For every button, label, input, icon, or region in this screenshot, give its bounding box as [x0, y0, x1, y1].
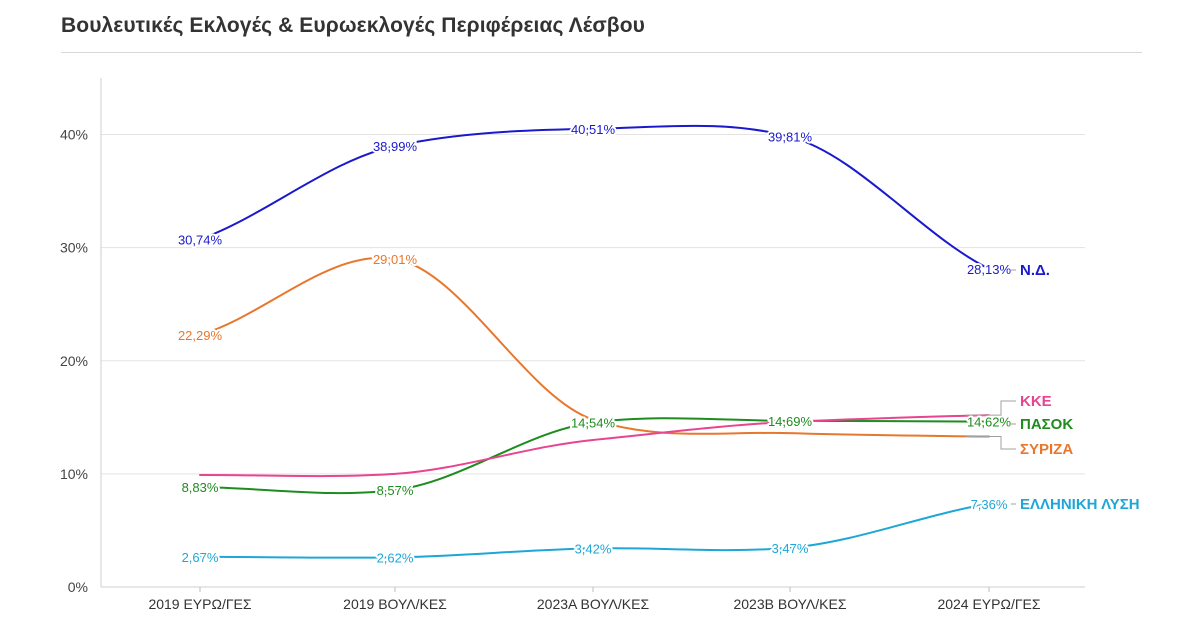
series-name-pasok: ΠΑΣΟΚ [1020, 416, 1073, 433]
data-label-halo: 38,99% [373, 139, 418, 154]
x-tick-label: 2023Α ΒΟΥΛ/ΚΕΣ [537, 596, 650, 612]
chart-title: Βουλευτικές Εκλογές & Ευρωεκλογές Περιφέ… [61, 14, 645, 37]
data-label-pasok: 8,57% [377, 483, 414, 498]
data-label-nd: 39,81% [768, 130, 813, 145]
x-tick-label: 2019 ΕΥΡΩ/ΓΕΣ [148, 596, 251, 612]
data-label-halo: 28,13% [967, 262, 1012, 277]
series-line-pasok [199, 417, 990, 495]
y-tick-label: 30% [60, 240, 88, 256]
data-label-elliniki-lysi: 2,62% [377, 550, 414, 565]
series-name-elliniki-lysi: ΕΛΛΗΝΙΚΗ ΛΥΣΗ [1020, 496, 1140, 513]
axes: 0% 10% 20% 30% 40% 2019 ΕΥΡΩ/ΓΕΣ 2019 ΒΟΥΛ/ΚΕΣ… [60, 78, 1085, 612]
series-name-syriza: ΣΥΡΙΖΑ [1020, 441, 1073, 458]
end-label-connector-kke [966, 400, 1016, 416]
data-label-nd: 28,13% [967, 262, 1012, 277]
data-label-nd: 38,99% [373, 139, 418, 154]
data-label-syriza: 29,01% [373, 252, 418, 267]
data-label-halo: 8,83% [182, 480, 219, 495]
y-tick-label: 0% [68, 579, 88, 595]
data-label-pasok: 14,62% [967, 415, 1012, 430]
data-label-halo: 22,29% [178, 328, 223, 343]
series-line-syriza [199, 256, 990, 438]
data-label-halo: 14,54% [571, 416, 616, 431]
series-name-nd: Ν.Δ. [1020, 262, 1050, 279]
y-tick-label: 20% [60, 353, 88, 369]
y-tick-label: 10% [60, 466, 88, 482]
data-label-elliniki-lysi: 2,67% [182, 550, 219, 565]
data-label-elliniki-lysi: 7,36% [971, 497, 1008, 512]
data-label-nd: 40,51% [571, 122, 616, 137]
data-label-elliniki-lysi: 3,42% [575, 541, 612, 556]
data-label-halo: 40,51% [571, 122, 616, 137]
data-label-halo: 3,47% [772, 541, 809, 556]
series-name-kke: ΚΚΕ [1020, 393, 1052, 410]
series-end-labels: Ν.Δ. ΣΥΡΙΖΑ ΠΑΣΟΚ ΚΚΕ ΕΛΛΗΝΙΚΗ ΛΥΣΗ [966, 262, 1140, 513]
data-label-halo: 7,36% [971, 497, 1008, 512]
x-tick-label: 2024 ΕΥΡΩ/ΓΕΣ [937, 596, 1040, 612]
data-labels: 30,74%30,74%38,99%38,99%40,51%40,51%39,8… [176, 120, 1014, 568]
x-tick-label: 2019 ΒΟΥΛ/ΚΕΣ [343, 596, 447, 612]
data-label-pasok: 8,83% [182, 480, 219, 495]
data-label-syriza: 22,29% [178, 328, 223, 343]
data-label-halo: 30,74% [178, 232, 223, 247]
data-label-halo: 14,69% [768, 414, 813, 429]
data-label-halo: 29,01% [373, 252, 418, 267]
gridlines [101, 134, 1085, 588]
series-lines [199, 124, 990, 559]
end-label-connector-syriza [966, 436, 1016, 450]
y-tick-label: 40% [60, 127, 88, 143]
data-label-halo: 14,62% [967, 415, 1012, 430]
data-label-halo: 3,42% [575, 541, 612, 556]
data-label-elliniki-lysi: 3,47% [772, 541, 809, 556]
data-label-pasok: 14,54% [571, 416, 616, 431]
series-line-kke [199, 414, 990, 478]
title-divider [61, 52, 1142, 53]
data-label-halo: 39,81% [768, 130, 813, 145]
data-label-pasok: 14,69% [768, 414, 813, 429]
series-line-nd [199, 124, 990, 270]
data-label-halo: 2,67% [182, 550, 219, 565]
x-tick-label: 2023Β ΒΟΥΛ/ΚΕΣ [733, 596, 846, 612]
series-line-elliniki-lysi [199, 502, 990, 559]
data-label-halo: 2,62% [377, 550, 414, 565]
data-label-nd: 30,74% [178, 232, 223, 247]
data-label-halo: 8,57% [377, 483, 414, 498]
